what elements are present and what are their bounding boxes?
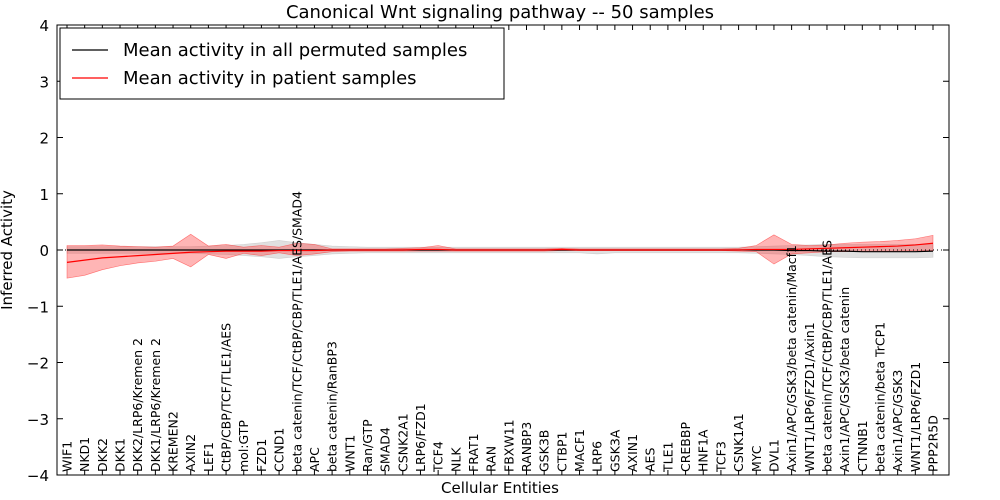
x-axis-label: Cellular Entities — [441, 479, 559, 497]
x-tick-label: GSK3A — [607, 429, 622, 472]
y-axis-label: Inferred Activity — [0, 190, 16, 310]
x-tick-label: NLK — [448, 447, 463, 472]
x-tick-label: RAN — [484, 446, 499, 472]
y-tick-label: −3 — [27, 411, 49, 429]
x-tick-label: MACF1 — [572, 429, 587, 472]
x-tick-label: mol:GTP — [236, 420, 251, 472]
x-tick-label: KREMEN2 — [166, 411, 181, 472]
x-tick-label: CTBP1 — [554, 432, 569, 472]
x-tick-label: FBXW11 — [501, 419, 516, 472]
legend-label-permuted: Mean activity in all permuted samples — [123, 40, 467, 61]
x-tick-label: Axin1/APC/GSK3/beta catenin — [837, 287, 852, 472]
x-tick-label: beta catenin/TCF/CtBP/CBP/TLE1/AES — [819, 240, 834, 472]
y-tick-label: 1 — [39, 186, 49, 204]
x-tick-label: DKK1/LRP6/Kremen 2 — [148, 338, 163, 472]
y-tick-label: 2 — [39, 130, 49, 148]
x-tick-label: WNT1/LRP6/FZD1/Axin1 — [802, 322, 817, 472]
x-tick-label: beta catenin/TCF/CtBP/CBP/TLE1/AES/SMAD4 — [289, 191, 304, 472]
x-tick-label: Ran/GTP — [360, 419, 375, 472]
x-tick-label: TLE1 — [660, 442, 675, 473]
legend-label-patient: Mean activity in patient samples — [123, 68, 417, 89]
y-tick-label: −4 — [27, 467, 49, 485]
x-tick-label: AES — [643, 448, 658, 472]
plot-frame — [56, 24, 950, 476]
x-tick-label: RANBP3 — [519, 422, 534, 472]
x-tick-label: CSNK2A1 — [395, 413, 410, 472]
x-tick-label: CTNNB1 — [855, 420, 870, 472]
x-tick-label: beta catenin/RanBP3 — [325, 341, 340, 472]
x-tick-label: APC — [307, 447, 322, 472]
x-tick-label: LRP6 — [590, 441, 605, 472]
x-tick-label: DKK2/LRP6/Kremen 2 — [130, 338, 145, 472]
x-tick-label: WNT1/LRP6/FZD1 — [908, 362, 923, 472]
x-tick-label: DKK2 — [95, 438, 110, 472]
x-tick-label: GSK3B — [537, 430, 552, 472]
x-tick-label: FRAT1 — [466, 433, 481, 472]
x-tick-label: WNT1 — [342, 435, 357, 472]
y-tick-label: 0 — [39, 242, 49, 260]
x-tick-label: TCF3 — [713, 441, 728, 473]
x-tick-label: LRP6/FZD1 — [413, 403, 428, 472]
x-tick-label: Axin1/APC/GSK3 — [890, 370, 905, 472]
x-tick-label: DVL1 — [766, 439, 781, 472]
chart-title: Canonical Wnt signaling pathway -- 50 sa… — [286, 2, 714, 23]
x-tick-label: AXIN1 — [625, 434, 640, 472]
legend: Mean activity in all permuted samples Me… — [59, 27, 505, 100]
x-tick-label: MYC — [749, 445, 764, 472]
x-tick-label: NKD1 — [77, 437, 92, 472]
x-tick-labels: WIF1 NKD1 DKK2 DKK1 DKK2/LRP6/Kremen 2 DKK1/L… — [60, 25, 941, 475]
y-tick-label: 3 — [39, 73, 49, 91]
legend-box — [59, 27, 505, 100]
x-tick-label: WIF1 — [60, 441, 75, 472]
series-lines — [57, 242, 949, 263]
y-tick-label: −1 — [27, 298, 49, 316]
x-tick-label: CCND1 — [272, 428, 287, 472]
y-tick-label: 4 — [39, 17, 49, 35]
x-tick-label: CREBBP — [678, 422, 693, 472]
x-tick-label: AXIN2 — [183, 434, 198, 472]
band-series-1 — [66, 233, 934, 279]
x-tick-label: FZD1 — [254, 439, 269, 472]
line-series-1 — [66, 242, 934, 263]
x-tick-label: DKK1 — [113, 438, 128, 472]
x-tick-label: PPP2R5D — [926, 415, 941, 472]
x-tick-label: LEF1 — [201, 442, 216, 472]
x-tick-label: TCF4 — [431, 441, 446, 473]
x-tick-label: CSNK1A1 — [731, 413, 746, 472]
y-tick-label: −2 — [27, 355, 49, 373]
x-tick-label: CtBP/CBP/TCF/TLE1/AES — [219, 323, 234, 472]
x-tick-label: HNF1A — [696, 429, 711, 472]
x-tick-label: Axin1/APC/GSK3/beta catenin/Macf1 — [784, 245, 799, 472]
x-tick-label: SMAD4 — [378, 427, 393, 472]
y-axis-ticks: −4 −3 −2 −1 0 1 2 3 4 — [27, 17, 949, 485]
x-tick-label: beta catenin/beta TrCP1 — [872, 322, 887, 472]
